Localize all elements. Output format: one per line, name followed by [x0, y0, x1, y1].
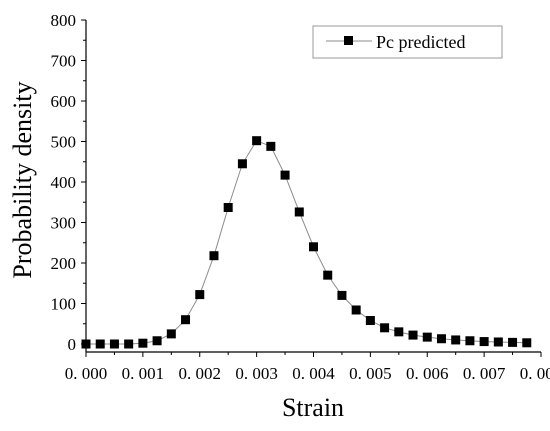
- y-tick-label: 600: [51, 92, 77, 111]
- y-tick-label: 700: [51, 52, 77, 71]
- data-point: [508, 338, 517, 347]
- data-point: [252, 136, 261, 145]
- data-point: [167, 329, 176, 338]
- data-point: [494, 337, 503, 346]
- legend: Pc predicted: [313, 26, 502, 58]
- data-point: [423, 333, 432, 342]
- axes: 0 100 200 300 400 500 600 700 800 0. 000 0. 001 0. …: [51, 11, 550, 383]
- data-point: [409, 331, 418, 340]
- data-point: [480, 337, 489, 346]
- x-axis-title: Strain: [282, 393, 344, 422]
- y-tick-label: 800: [51, 11, 77, 30]
- series-line: [86, 141, 527, 344]
- data-point: [110, 340, 119, 349]
- data-point: [465, 336, 474, 345]
- x-tick-label: 0. 008: [520, 364, 550, 383]
- x-tick-label: 0. 003: [235, 364, 278, 383]
- legend-label: Pc predicted: [376, 32, 465, 52]
- x-tick-label: 0. 004: [292, 364, 335, 383]
- data-point: [352, 305, 361, 314]
- data-point: [138, 339, 147, 348]
- data-point: [451, 335, 460, 344]
- x-tick-label: 0. 006: [406, 364, 449, 383]
- x-tick-label: 0. 000: [65, 364, 108, 383]
- y-tick-label: 300: [51, 214, 77, 233]
- data-point: [323, 271, 332, 280]
- y-tick-label: 200: [51, 254, 77, 273]
- data-point: [124, 340, 133, 349]
- data-point: [224, 203, 233, 212]
- data-point: [96, 340, 105, 349]
- x-tick-label: 0. 002: [179, 364, 222, 383]
- data-point: [366, 316, 375, 325]
- data-point: [195, 290, 204, 299]
- data-point: [522, 338, 531, 347]
- data-point: [82, 340, 91, 349]
- data-point: [380, 323, 389, 332]
- data-point: [181, 315, 190, 324]
- plot-area: [82, 136, 532, 348]
- x-tick-label: 0. 001: [122, 364, 165, 383]
- data-point: [309, 242, 318, 251]
- x-tick-label: 0. 007: [463, 364, 506, 383]
- y-axis-title: Probability density: [8, 81, 37, 278]
- data-point: [337, 291, 346, 300]
- data-point: [281, 171, 290, 180]
- y-tick-label: 100: [51, 295, 77, 314]
- data-point: [295, 207, 304, 216]
- data-point: [394, 327, 403, 336]
- data-point: [266, 142, 275, 151]
- data-point: [153, 336, 162, 345]
- y-tick-label: 0: [68, 335, 77, 354]
- x-tick-label: 0. 005: [349, 364, 392, 383]
- data-point: [209, 251, 218, 260]
- y-tick-label: 500: [51, 133, 77, 152]
- legend-marker: [344, 36, 353, 45]
- data-point: [437, 334, 446, 343]
- y-tick-label: 400: [51, 173, 77, 192]
- data-point: [238, 159, 247, 168]
